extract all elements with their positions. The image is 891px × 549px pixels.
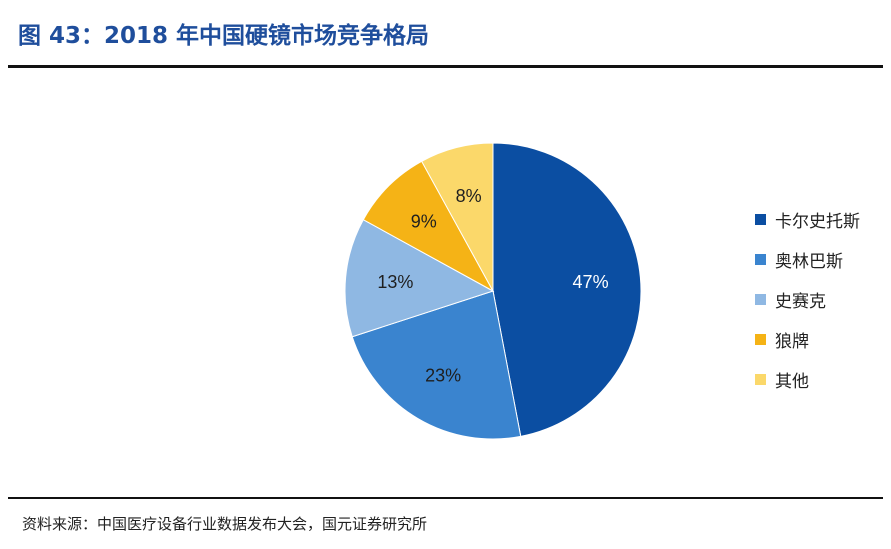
legend-swatch <box>755 373 766 385</box>
legend-label: 奥林巴斯 <box>775 251 843 272</box>
pie-labels: 47% 23% 13% 9% 8% <box>377 186 608 385</box>
pie-slice-label: 13% <box>377 272 413 292</box>
pie-slice-4 <box>362 160 495 293</box>
legend-swatch <box>755 293 766 305</box>
legend-label: 其他 <box>775 371 809 392</box>
pie-slice-3 <box>344 219 495 338</box>
legend-swatch <box>755 253 766 265</box>
pie-slice-1 <box>492 142 642 437</box>
pie-slice-label: 8% <box>456 186 482 206</box>
legend-item: 史赛克 <box>755 279 860 319</box>
source-note: 资料来源：中国医疗设备行业数据发布大会，国元证券研究所 <box>22 515 428 533</box>
chart-legend: 卡尔史托斯奥林巴斯史赛克狼牌其他 <box>755 199 860 399</box>
legend-item: 狼牌 <box>755 319 860 359</box>
pie-slice-label: 23% <box>425 365 461 385</box>
legend-label: 狼牌 <box>775 331 809 352</box>
pie-slice-5 <box>421 142 494 292</box>
figure-title: 图 43：2018 年中国硬镜市场竞争格局 <box>18 23 430 49</box>
pie-slice-2 <box>351 290 522 440</box>
legend-item: 其他 <box>755 359 860 399</box>
legend-item: 卡尔史托斯 <box>755 199 860 239</box>
legend-item: 奥林巴斯 <box>755 239 860 279</box>
legend-label: 史赛克 <box>775 291 826 312</box>
legend-swatch <box>755 333 766 345</box>
legend-label: 卡尔史托斯 <box>775 211 860 232</box>
pie-slice-label: 47% <box>573 272 609 292</box>
legend-swatch <box>755 213 766 225</box>
pie-slices <box>344 142 642 440</box>
top-rule <box>8 65 883 68</box>
bottom-rule <box>8 497 883 499</box>
pie-slice-label: 9% <box>411 212 437 232</box>
